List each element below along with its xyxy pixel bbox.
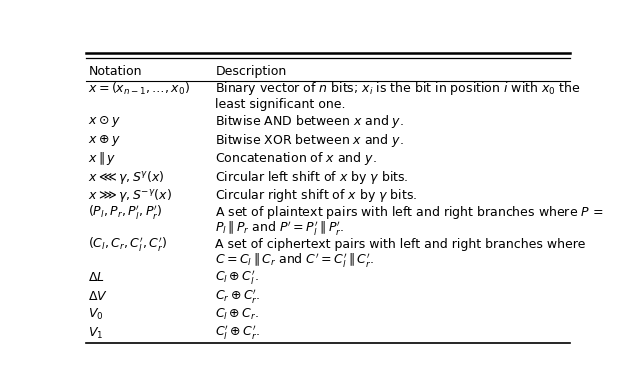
Text: $x \parallel y$: $x \parallel y$ — [88, 150, 117, 167]
Text: Bitwise XOR between $x$ and $y$.: Bitwise XOR between $x$ and $y$. — [216, 132, 404, 149]
Text: A set of ciphertext pairs with left and right branches where: A set of ciphertext pairs with left and … — [216, 238, 586, 251]
Text: Description: Description — [216, 65, 287, 78]
Text: Concatenation of $x$ and $y$.: Concatenation of $x$ and $y$. — [216, 150, 377, 167]
Text: least significant one.: least significant one. — [216, 98, 346, 111]
Text: $x = (x_{n-1}, \ldots, x_0)$: $x = (x_{n-1}, \ldots, x_0)$ — [88, 81, 191, 97]
Text: $V_1$: $V_1$ — [88, 326, 104, 341]
Text: $x \lll \gamma, S^{\gamma}(x)$: $x \lll \gamma, S^{\gamma}(x)$ — [88, 169, 165, 186]
Text: $C_l \oplus C_l^{\prime}$.: $C_l \oplus C_l^{\prime}$. — [216, 269, 259, 287]
Text: $P_l \parallel P_r$ and $P^{\prime} = P_l^{\prime} \parallel P_r^{\prime}$.: $P_l \parallel P_r$ and $P^{\prime} = P_… — [216, 220, 345, 238]
Text: $C_l \oplus C_r$.: $C_l \oplus C_r$. — [216, 307, 260, 322]
Text: $C_r \oplus C_r^{\prime}$.: $C_r \oplus C_r^{\prime}$. — [216, 287, 260, 305]
Text: $\Delta L$: $\Delta L$ — [88, 271, 105, 284]
Text: $C_l^{\prime} \oplus C_r^{\prime}$.: $C_l^{\prime} \oplus C_r^{\prime}$. — [216, 324, 260, 342]
Text: Notation: Notation — [88, 65, 142, 78]
Text: $V_0$: $V_0$ — [88, 307, 104, 322]
Text: $C = C_l \parallel C_r$ and $C^{\prime} = C_l^{\prime} \parallel C_r^{\prime}$.: $C = C_l \parallel C_r$ and $C^{\prime} … — [216, 251, 374, 270]
Text: $(C_l, C_r, C_l^{\prime}, C_r^{\prime})$: $(C_l, C_r, C_l^{\prime}, C_r^{\prime})$ — [88, 236, 168, 254]
Text: Bitwise AND between $x$ and $y$.: Bitwise AND between $x$ and $y$. — [216, 113, 404, 130]
Text: Binary vector of $n$ bits; $x_i$ is the bit in position $i$ with $x_0$ the: Binary vector of $n$ bits; $x_i$ is the … — [216, 80, 581, 97]
Text: Circular left shift of $x$ by $\gamma$ bits.: Circular left shift of $x$ by $\gamma$ b… — [216, 169, 409, 186]
Text: $(P_l, P_r, P_l^{\prime}, P_r^{\prime})$: $(P_l, P_r, P_l^{\prime}, P_r^{\prime})$ — [88, 204, 163, 222]
Text: $x \ggg \gamma, S^{-\gamma}(x)$: $x \ggg \gamma, S^{-\gamma}(x)$ — [88, 187, 172, 204]
Text: $x \odot y$: $x \odot y$ — [88, 114, 121, 129]
Text: $x \oplus y$: $x \oplus y$ — [88, 133, 121, 147]
Text: Circular right shift of $x$ by $\gamma$ bits.: Circular right shift of $x$ by $\gamma$ … — [216, 187, 418, 204]
Text: A set of plaintext pairs with left and right branches where $P$ =: A set of plaintext pairs with left and r… — [216, 204, 604, 222]
Text: $\Delta V$: $\Delta V$ — [88, 290, 108, 303]
